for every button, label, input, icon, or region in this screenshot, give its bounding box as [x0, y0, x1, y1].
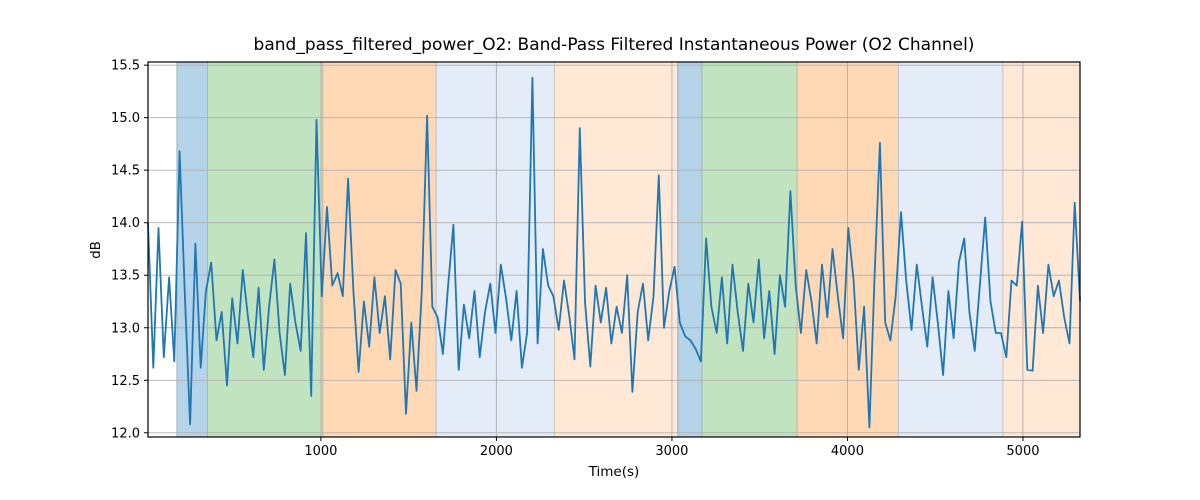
- data-line: [147, 76, 1081, 429]
- x-axis-label: Time(s): [588, 464, 640, 480]
- y-tick-label: 13.5: [111, 269, 140, 284]
- y-tick-label: 14.5: [111, 164, 140, 179]
- y-tick-label: 12.0: [111, 426, 140, 441]
- stage-band: [436, 62, 555, 437]
- stage-band: [322, 62, 437, 437]
- y-tick-label: 12.5: [111, 374, 140, 389]
- stage-band: [1002, 62, 1080, 437]
- x-tick-label: 1000: [304, 444, 337, 459]
- x-tick-label: 4000: [831, 444, 864, 459]
- y-tick-label: 13.0: [111, 321, 140, 336]
- y-tick-label: 14.0: [111, 216, 140, 231]
- y-tick-label: 15.5: [111, 59, 140, 74]
- x-tick-label: 3000: [655, 444, 688, 459]
- stage-band: [701, 62, 798, 437]
- chart-title: band_pass_filtered_power_O2: Band-Pass F…: [253, 35, 975, 55]
- stage-band: [677, 62, 702, 437]
- axes-spines: [147, 61, 1081, 438]
- y-tick-label: 15.0: [111, 111, 140, 126]
- x-tick-label: 2000: [480, 444, 513, 459]
- x-tick-label: 5000: [1006, 444, 1039, 459]
- stage-band: [898, 62, 1003, 437]
- stage-band: [554, 62, 678, 437]
